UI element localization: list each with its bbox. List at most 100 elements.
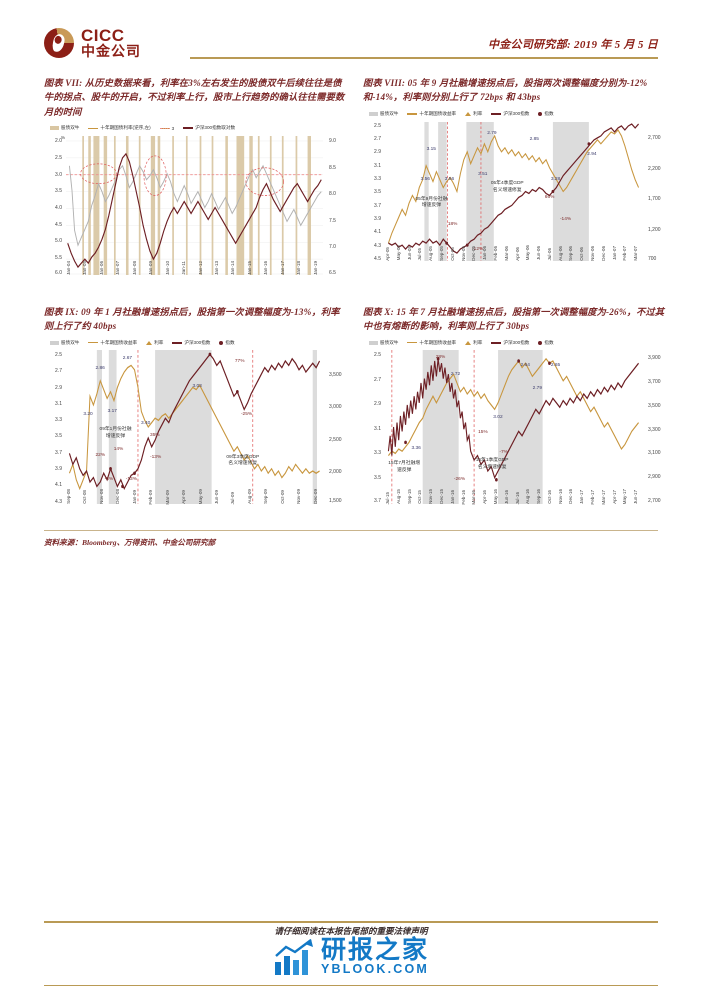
figure-ix-title: 图表 IX: 09 年 1 月社融增速拐点后，股指第一次调整幅度为-13%，利率… [44,306,340,331]
brand-name-cn: 中金公司 [81,43,141,60]
legend-swatch-dashline [159,127,170,129]
figure-viii-series [385,121,642,261]
annotation-value: 3.17 [107,408,117,414]
figure-viii-y-left: 2.5 2.7 2.9 3.1 3.3 3.5 3.7 3.9 4.1 4.3 … [374,122,381,263]
legend-swatch-line [88,342,99,344]
figure-vii-plot: % 2.0 2.5 3.0 3.5 4.0 4.5 5.0 5.5 6.0 [44,135,347,277]
annotation-pct: 28% [435,354,446,360]
cicc-logo-icon [44,27,74,58]
annotation-value: 2.94 [587,152,597,158]
legend-label: 指数 [225,339,235,345]
figure-viii-chart: 股债双牛 十年期国债收益率 利率 沪深300指数 指数 2.5 2.7 2.9 … [363,108,666,283]
figure-vii-y-left: 2.0 2.5 3.0 3.5 4.0 4.5 5.0 5.5 6.0 [55,138,62,277]
annotation-note: 09年1月份社融增速反弹 [99,427,132,439]
annotation-pct: 18% [447,221,458,227]
figure-vii: 图表 VII: 从历史数据来看，利率在3%左右发生的股债双牛后续往往是债牛的拐点… [44,76,347,297]
legend-swatch-dot [538,112,543,116]
watermark-brand-en: YBLOOK.COM [320,962,430,977]
annotation-note: 15年7月社融增速反弹 [388,461,421,473]
figure-ix-chart: 股债双牛 十年期国债收益率 利率 沪深300指数 指数 2.5 2.7 2.9 … [44,336,347,526]
annotation-pct: -7% [499,450,508,456]
watermark-brand-cn: 研报之家 [320,936,429,965]
legend-swatch-band [50,340,59,345]
annotation-value: 3.28 [550,177,561,183]
annotation-value: 2.79 [532,385,543,391]
figure-x-y-right: 3,900 3,700 3,500 3,300 3,100 2,900 2,70… [648,354,661,505]
figure-vii-y-right: 9.0 8.5 8.0 7.5 7.0 6.5 [329,138,336,277]
annotation-pct: -12% [472,246,484,252]
legend-label: 利率 [154,339,164,345]
chart-bars-icon [273,938,315,976]
legend-label: 十年期国债收益率 [419,339,457,345]
figure-vii-title: 图表 VII: 从历史数据来看，利率在3%左右发生的股债双牛后续往往是债牛的拐点… [44,78,345,117]
legend-swatch-band [50,126,59,131]
annotation-value: 3.51 [478,171,488,177]
figure-ix-x-axis: Sep-08 Oct-08 Nov-08 Dec-08 Jan-09 Feb-0… [66,488,318,505]
annotation-note: 16年1季度GDP名义增速修复 [475,458,509,470]
legend-label: 沪深300指数 [503,339,530,345]
annotation-value: 2.85 [529,136,539,142]
legend-swatch-darkline [183,127,194,130]
annotation-pct: 14% [113,447,124,453]
annotation-value: 3.02 [493,414,503,420]
annotation-value: 2.65 [550,362,561,368]
annotation-pct: 35% [150,433,160,439]
legend-label: 沪深300指数取对数 [195,125,236,131]
annotation-pct: -26% [453,476,466,482]
legend-swatch-line [407,342,418,344]
legend-label: 十年期国债收益率 [419,111,457,116]
header-department-date: 中金公司研究部: 2019 年 5 月 5 日 [487,39,658,51]
legend-label: 十年期国债收益率 [100,339,138,345]
figure-vii-chart: 股债双牛 十年期国债利率(逆序,左) 3 沪深300指数取对数 % 2.0 2.… [44,122,347,297]
annotation-pct: -13% [125,476,137,482]
annotation-value: 2.67 [122,356,133,362]
figure-ix: 图表 IX: 09 年 1 月社融增速拐点后，股指第一次调整幅度为-13%，利率… [44,305,347,527]
figure-viii-y-right: 2,700 2,200 1,700 1,200 700 [648,135,661,263]
figure-x-series [385,350,642,505]
legal-notice: 请仔细阅读在本报告尾部的重要法律声明 [274,926,428,936]
legend-label: 沪深300指数 [503,111,530,116]
figure-vii-series [66,135,323,275]
figure-ix-legend: 股债双牛 十年期国债收益率 利率 沪深300指数 指数 [50,336,347,349]
annotation-pct: -8% [104,476,114,482]
legend-swatch-line [407,113,418,115]
figure-x: 图表 X: 15 年 7 月社融增速拐点后，股指第一次调整幅度为-26%，不过其… [363,305,666,527]
annotation-value: 3.40 [140,421,151,427]
legend-label: 沪深300指数 [184,339,211,345]
figure-viii: 图表 VIII: 05 年 9 月社融增速拐点后，股指两次调整幅度分别为-12%… [363,76,666,297]
annotation-value: 3.20 [83,411,93,417]
figure-x-chart: 股债双牛 十年期国债收益率 利率 沪深300指数 指数 2.5 2.7 2.9 … [363,336,666,526]
annotation-note: 05年4季度GDP名义增速修复 [490,181,524,193]
annotation-note: 05年9月份社融增速反弹 [415,196,448,209]
legend-swatch-triangle [465,112,472,116]
header-rule [190,57,658,59]
annotation-pct: -25% [240,411,253,417]
figure-ix-y-right: 3,500 3,000 2,500 2,000 1,500 [329,371,342,505]
figure-x-y-left: 2.5 2.7 2.9 3.1 3.3 3.5 3.7 [374,351,381,505]
annotation-pct: 22% [95,453,106,459]
watermark: 研报之家 YBLOOK.COM [0,938,702,976]
report-content: 图表 VII: 从历史数据来看，利率在3%左右发生的股债双牛后续往往是债牛的拐点… [44,76,664,548]
figure-viii-title: 图表 VIII: 05 年 9 月社融增速拐点后，股指两次调整幅度分别为-12%… [363,78,648,103]
figure-vii-x-axis: Jan-04 Jan-05 Jan-06 Jan-07 Jan-08 Jan-0… [66,260,318,275]
legend-swatch-band [369,340,378,345]
legend-swatch-darkline [491,113,502,115]
cicc-logo-text: CICC 中金公司 [81,27,141,59]
annotation-value: 3.56 [444,177,455,183]
figure-viii-legend: 股债双牛 十年期国债收益率 利率 沪深300指数 指数 [369,108,666,121]
figure-vii-legend: 股债双牛 十年期国债利率(逆序,左) 3 沪深300指数取对数 [50,122,347,135]
figure-x-x-axis: Jul-15 Aug-15 Sep-15 Oct-15 Nov-15 Dec-1… [385,488,639,505]
legend-swatch-band [369,112,378,116]
source-rule [44,530,658,532]
figure-x-title: 图表 X: 15 年 7 月社融增速拐点后，股指第一次调整幅度为-26%，不过其… [363,306,665,331]
footer-rule-bottom [44,985,658,986]
figure-ix-y-left: 2.5 2.7 2.9 3.1 3.3 3.5 3.7 3.9 4.1 4.3 [55,351,62,505]
legend-swatch-line [88,127,99,129]
footer-rule-top [44,921,658,923]
legend-label: 股债双牛 [380,339,399,345]
annotation-value: 2.72 [450,371,461,377]
annotation-note: 09年3季度GDP名义增速修复 [226,454,260,467]
annotation-pct: -14% [559,217,572,223]
annotation-value: 3.56 [420,177,430,183]
